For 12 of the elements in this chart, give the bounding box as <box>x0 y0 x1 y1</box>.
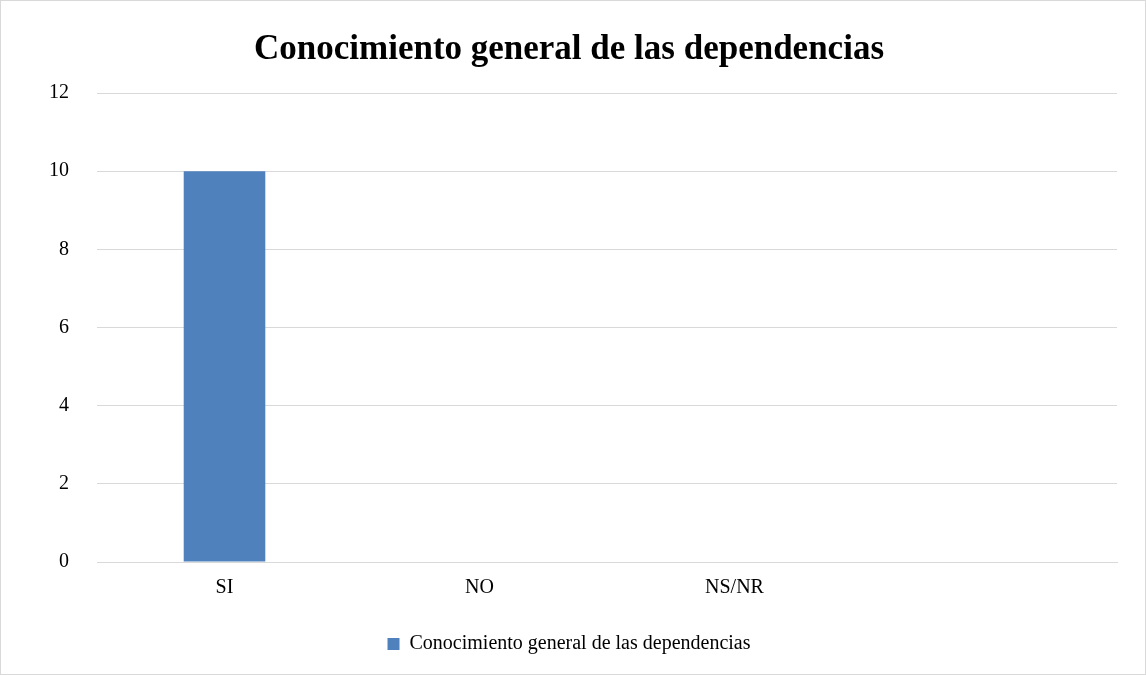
x-tick-label: SI <box>215 575 234 598</box>
y-tick-label: 8 <box>59 236 69 259</box>
y-tick-label: 10 <box>49 158 69 181</box>
x-tick-label: NO <box>465 575 494 598</box>
y-tick-label: 12 <box>49 80 69 103</box>
y-tick-label: 6 <box>59 314 69 337</box>
chart-title: Conocimiento general de las dependencias <box>254 28 884 68</box>
y-tick-label: 2 <box>59 471 69 494</box>
y-tick-label: 0 <box>59 549 69 572</box>
legend-label: Conocimiento general de las dependencias <box>409 631 751 655</box>
y-tick-label: 4 <box>59 392 69 415</box>
x-tick-label: NS/NR <box>705 575 765 598</box>
